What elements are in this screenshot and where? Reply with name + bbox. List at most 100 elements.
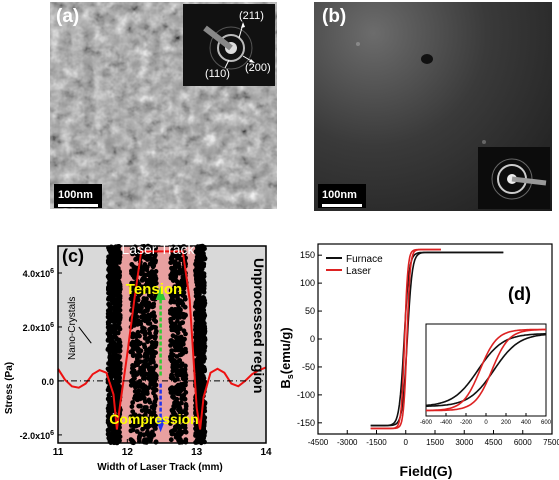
data-point: [171, 287, 176, 292]
stress-panel-label: (c): [62, 246, 84, 266]
data-point: [202, 298, 208, 303]
data-point: [193, 349, 199, 354]
data-point: [199, 357, 205, 363]
data-point: [144, 296, 149, 302]
data-point: [131, 271, 136, 277]
data-point: [153, 350, 159, 356]
data-point: [134, 356, 140, 362]
data-point: [201, 365, 207, 370]
y-tick-exponent: 6: [50, 322, 54, 329]
data-point: [197, 291, 202, 297]
y-label-sub: s: [285, 374, 295, 379]
data-point: [176, 310, 182, 316]
data-point: [176, 372, 181, 378]
data-point: [114, 437, 120, 442]
data-point: [145, 339, 151, 345]
data-point: [193, 269, 199, 275]
data-point: [136, 388, 142, 394]
data-point: [106, 403, 112, 408]
data-point: [180, 274, 186, 280]
data-point: [151, 359, 156, 365]
data-point: [110, 354, 116, 359]
data-point: [201, 338, 207, 344]
data-point: [174, 400, 180, 406]
data-point: [116, 247, 121, 252]
data-point: [153, 286, 159, 292]
y-tick-label: -100: [297, 390, 315, 400]
data-point: [109, 287, 114, 293]
data-point: [183, 363, 188, 369]
data-point: [112, 272, 118, 277]
data-point: [201, 245, 207, 251]
data-point: [142, 289, 148, 294]
data-point: [172, 259, 178, 265]
data-point: [117, 273, 122, 278]
data-point: [179, 299, 185, 304]
data-point: [111, 370, 117, 376]
data-point: [168, 272, 174, 278]
data-point: [117, 326, 123, 332]
data-point: [130, 427, 136, 433]
data-point: [150, 280, 156, 286]
inset-furnace-loop-descending: [425, 333, 546, 407]
unprocessed-region-label: Unprocessed region: [251, 258, 267, 393]
data-point: [178, 388, 184, 394]
data-point: [173, 427, 178, 433]
y-label-units: (emu/g): [280, 327, 293, 374]
data-point: [116, 362, 121, 367]
data-point: [147, 418, 153, 424]
data-point: [150, 386, 156, 392]
data-point: [135, 249, 140, 254]
data-point: [115, 398, 121, 403]
diffraction-pattern-a: [203, 22, 255, 70]
data-point: [183, 411, 189, 416]
data-point: [133, 256, 139, 262]
data-point: [130, 409, 136, 414]
data-point: [150, 429, 155, 435]
data-point: [140, 325, 145, 331]
data-point: [107, 270, 113, 275]
data-point: [179, 424, 185, 430]
x-tick-label: 6000: [514, 438, 532, 447]
data-point: [195, 248, 201, 254]
data-point: [196, 360, 201, 366]
data-point: [200, 281, 206, 287]
y-tick-label: -150: [297, 418, 315, 428]
data-point: [113, 345, 119, 351]
data-point: [141, 367, 147, 373]
data-point: [107, 399, 112, 405]
data-point: [153, 292, 159, 298]
data-point: [197, 288, 202, 293]
data-point: [169, 254, 175, 260]
data-point: [181, 392, 187, 398]
diffraction-pattern-b: [491, 158, 547, 200]
data-point: [176, 429, 182, 435]
data-point: [196, 322, 202, 327]
x-tick-label: -1500: [366, 438, 387, 447]
data-point: [183, 312, 188, 318]
amorphous-texture: [356, 42, 486, 144]
data-point: [135, 339, 141, 344]
data-point: [169, 338, 175, 343]
y-tick-mantissa: 0.0: [41, 377, 54, 387]
data-point: [171, 386, 177, 392]
data-point: [149, 289, 155, 295]
data-point: [136, 379, 142, 385]
data-point: [151, 317, 157, 323]
panel-b-label: (b): [322, 6, 347, 27]
hysteresis-chart: -4500 -3000 -1500 0 1500 3000 4500 6000 7500-150…: [280, 243, 559, 479]
data-point: [114, 309, 119, 315]
data-point: [141, 317, 147, 323]
data-point: [170, 375, 176, 381]
data-point: [181, 290, 187, 295]
data-point: [170, 296, 175, 301]
stress-axes-frame: [57, 245, 267, 444]
data-point: [153, 330, 159, 336]
nano-crystals-pointer: [78, 326, 92, 344]
data-point: [112, 358, 118, 364]
inset-x-tick-label: -200: [460, 420, 473, 426]
x-tick-label: 11: [53, 447, 64, 458]
data-point: [116, 368, 122, 374]
data-point: [199, 375, 205, 381]
